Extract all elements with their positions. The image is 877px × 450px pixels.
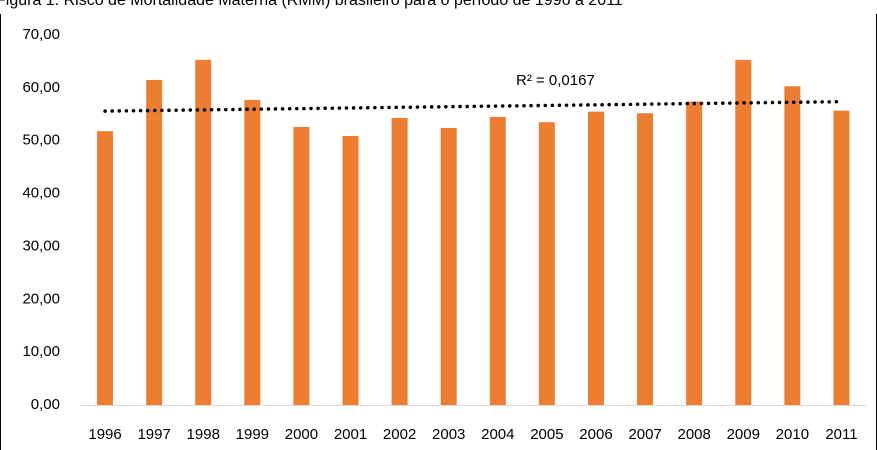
x-tick-label: 2005 (530, 426, 563, 443)
bar (146, 79, 163, 405)
bar (833, 110, 850, 405)
bar (293, 126, 310, 405)
x-tick-label: 2011 (825, 426, 857, 443)
bar (686, 101, 703, 405)
x-tick-label: 2001 (334, 426, 367, 443)
x-tick-label: 2004 (481, 426, 514, 443)
bar (440, 128, 457, 405)
x-tick-label: 2007 (628, 426, 661, 443)
x-tick-label: 1999 (236, 426, 269, 443)
y-tick-label: 20,00 (22, 290, 60, 307)
x-tick-label: 1998 (187, 426, 220, 443)
bar (195, 59, 212, 405)
bar (538, 122, 555, 405)
bar (735, 59, 752, 405)
x-tick-label: 2010 (776, 426, 809, 443)
x-tick-label: 1997 (137, 426, 170, 443)
bar (244, 100, 261, 405)
bar (97, 131, 114, 405)
x-tick-label: 1996 (88, 426, 121, 443)
x-tick-label: 2000 (285, 426, 318, 443)
x-tick-label: 2003 (432, 426, 465, 443)
x-tick-label: 2008 (677, 426, 710, 443)
y-tick-label: 60,00 (22, 79, 60, 96)
x-tick-label: 2006 (579, 426, 612, 443)
bar (489, 116, 506, 405)
trendline (103, 99, 844, 113)
y-tick-label: 0,00 (31, 396, 60, 413)
x-tick-label: 2002 (383, 426, 416, 443)
y-tick-label: 70,00 (22, 26, 60, 43)
y-tick-label: 50,00 (22, 132, 60, 149)
y-tick-label: 30,00 (22, 237, 60, 254)
annotation: R² = 0,0167 (516, 72, 595, 89)
x-tick-label: 2009 (727, 426, 760, 443)
chart-title: Figura 1. Risco de Mortalidade Materna (… (0, 0, 623, 9)
y-tick-label: 40,00 (22, 185, 60, 202)
bar (587, 111, 604, 406)
bar (784, 86, 801, 406)
y-tick-label: 10,00 (22, 343, 60, 360)
bar (637, 113, 654, 405)
bar (342, 135, 359, 405)
bar (391, 117, 408, 405)
